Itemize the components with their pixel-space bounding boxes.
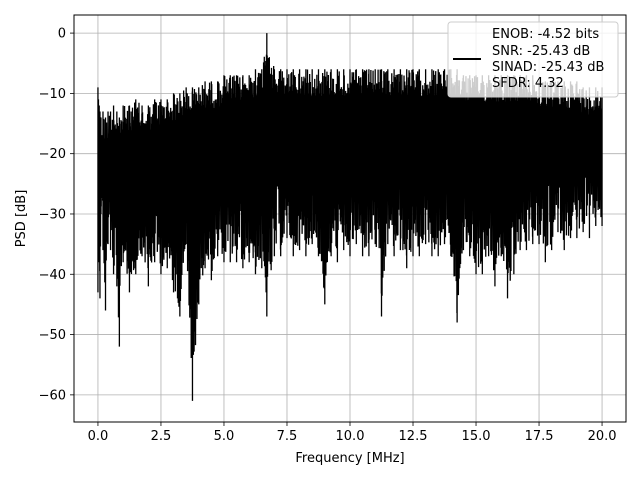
y-axis-label: PSD [dB] bbox=[14, 190, 29, 248]
x-tick-label: 20.0 bbox=[588, 429, 617, 444]
y-tick-label: −60 bbox=[39, 388, 66, 403]
legend-entry-sfdr: SFDR: 4.32 bbox=[492, 76, 564, 91]
x-tick-label: 7.5 bbox=[277, 429, 298, 444]
x-tick-label: 12.5 bbox=[399, 429, 428, 444]
y-tick-label: −40 bbox=[39, 268, 66, 283]
psd-trace-path bbox=[97, 33, 603, 401]
x-axis-ticks: 0.0 2.5 5.0 7.5 10.0 12.5 15.0 17.5 20.0 bbox=[88, 422, 617, 444]
y-axis-ticks: 0 −10 −20 −30 −40 −50 −60 bbox=[39, 27, 74, 403]
x-tick-label: 0.0 bbox=[88, 429, 109, 444]
legend-entry-sinad: SINAD: -25.43 dB bbox=[492, 60, 604, 75]
x-axis-label: Frequency [MHz] bbox=[295, 451, 404, 466]
y-tick-label: 0 bbox=[58, 27, 66, 42]
x-tick-label: 2.5 bbox=[151, 429, 172, 444]
x-tick-label: 10.0 bbox=[336, 429, 365, 444]
x-tick-label: 15.0 bbox=[462, 429, 491, 444]
psd-trace bbox=[97, 33, 603, 401]
legend-entry-snr: SNR: -25.43 dB bbox=[492, 44, 590, 59]
y-tick-label: −20 bbox=[39, 147, 66, 162]
legend-entry-enob: ENOB: -4.52 bits bbox=[492, 27, 599, 42]
x-tick-label: 17.5 bbox=[525, 429, 554, 444]
legend: ENOB: -4.52 bits SNR: -25.43 dB SINAD: -… bbox=[447, 21, 619, 98]
y-tick-label: −30 bbox=[39, 207, 66, 222]
legend-box bbox=[447, 21, 619, 98]
x-tick-label: 5.0 bbox=[214, 429, 235, 444]
y-tick-label: −10 bbox=[39, 87, 66, 102]
y-tick-label: −50 bbox=[39, 328, 66, 343]
